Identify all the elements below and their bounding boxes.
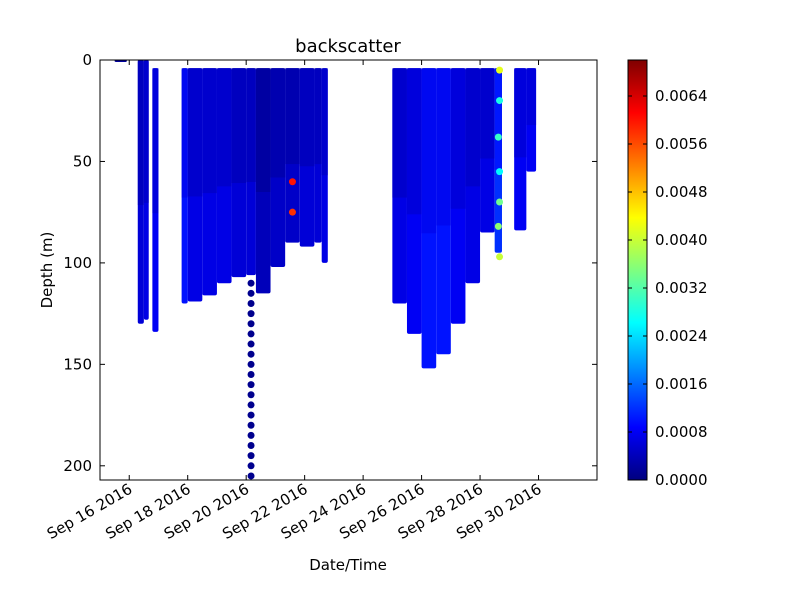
data-point xyxy=(247,370,255,378)
colorbar: 0.0000 0.0008 0.0016 0.0024 0.0032 0.0040 0.00… xyxy=(627,59,708,489)
colorbar-tick-label: 0.0008 xyxy=(655,423,708,441)
profile-segment-shade xyxy=(494,68,502,170)
profile-segment-shade xyxy=(465,68,481,187)
data-point xyxy=(247,360,255,368)
colorbar-gradient xyxy=(627,59,648,481)
y-tick-label: 50 xyxy=(73,152,92,170)
profile-segment-shade xyxy=(514,68,527,158)
data-point xyxy=(247,279,255,287)
profile-segment-shade xyxy=(231,68,247,184)
profile-segment-shade xyxy=(321,68,328,176)
profile-segment-shade xyxy=(202,68,217,194)
colorbar-tick-label: 0.0048 xyxy=(655,183,708,201)
profile-segment-shade xyxy=(137,60,144,206)
data-point xyxy=(247,340,255,348)
colorbar-tick-label: 0.0016 xyxy=(655,375,708,393)
data-point xyxy=(496,66,504,74)
profile-segment-shade xyxy=(181,68,188,198)
data-point xyxy=(496,253,504,261)
y-tick-label: 100 xyxy=(63,254,92,272)
colorbar-tick-label: 0.0056 xyxy=(655,135,708,153)
profile-segment-shade xyxy=(436,68,451,226)
data-point xyxy=(247,411,255,419)
y-tick-label: 0 xyxy=(82,51,92,69)
data-point xyxy=(247,320,255,328)
y-axis: 0 50 100 150 200 xyxy=(63,51,597,475)
data-point xyxy=(288,178,296,186)
data-point xyxy=(247,401,255,409)
profile-segment-shade xyxy=(255,68,271,192)
plot-frame xyxy=(99,59,598,481)
chart-title: backscatter xyxy=(295,36,401,57)
data-point xyxy=(247,381,255,389)
data-point xyxy=(247,442,255,450)
profile-segment-shade xyxy=(480,68,495,159)
colorbar-tick-label: 0.0032 xyxy=(655,279,708,297)
data-point xyxy=(247,330,255,338)
profile-segment-shade xyxy=(314,68,322,165)
data-point xyxy=(247,462,255,470)
profile-segment-shade xyxy=(285,68,300,165)
profile-segment-shade xyxy=(152,68,159,214)
plot-area xyxy=(114,60,537,480)
profile-segment-shade xyxy=(114,60,127,62)
y-tick-label: 200 xyxy=(63,457,92,475)
data-point xyxy=(247,431,255,439)
profile-segment-shade xyxy=(143,60,149,203)
colorbar-tick-label: 0.0064 xyxy=(655,87,708,105)
profile-segment-shade xyxy=(406,68,422,215)
profile-segment-shade xyxy=(421,68,437,234)
colorbar-tick-label: 0.0024 xyxy=(655,327,708,345)
data-point xyxy=(494,133,502,141)
profile-segment-shade xyxy=(299,68,315,167)
data-point xyxy=(496,97,504,105)
data-point xyxy=(247,350,255,358)
data-point xyxy=(247,289,255,297)
profile-segment-shade xyxy=(270,68,286,178)
data-point xyxy=(494,222,502,230)
profile-segment-shade xyxy=(450,68,466,209)
profile-segment-shade xyxy=(187,68,203,197)
profile-segment-shade xyxy=(526,68,537,126)
data-point xyxy=(247,472,255,480)
data-point xyxy=(496,198,504,206)
data-point xyxy=(247,310,255,318)
profile-segment-shade xyxy=(216,68,232,187)
colorbar-tick-label: 0.0040 xyxy=(655,231,708,249)
data-point xyxy=(247,391,255,399)
data-point xyxy=(247,299,255,307)
profile-segment-shade xyxy=(246,68,256,182)
data-point xyxy=(247,421,255,429)
x-axis-label: Date/Time xyxy=(309,556,387,574)
data-point xyxy=(288,208,296,216)
colorbar-tick-label: 0.0000 xyxy=(655,471,708,489)
y-axis-label: Depth (m) xyxy=(38,232,56,309)
data-point xyxy=(247,452,255,460)
data-point xyxy=(496,168,504,176)
y-tick-label: 150 xyxy=(63,355,92,373)
profile-segment-shade xyxy=(392,68,407,198)
